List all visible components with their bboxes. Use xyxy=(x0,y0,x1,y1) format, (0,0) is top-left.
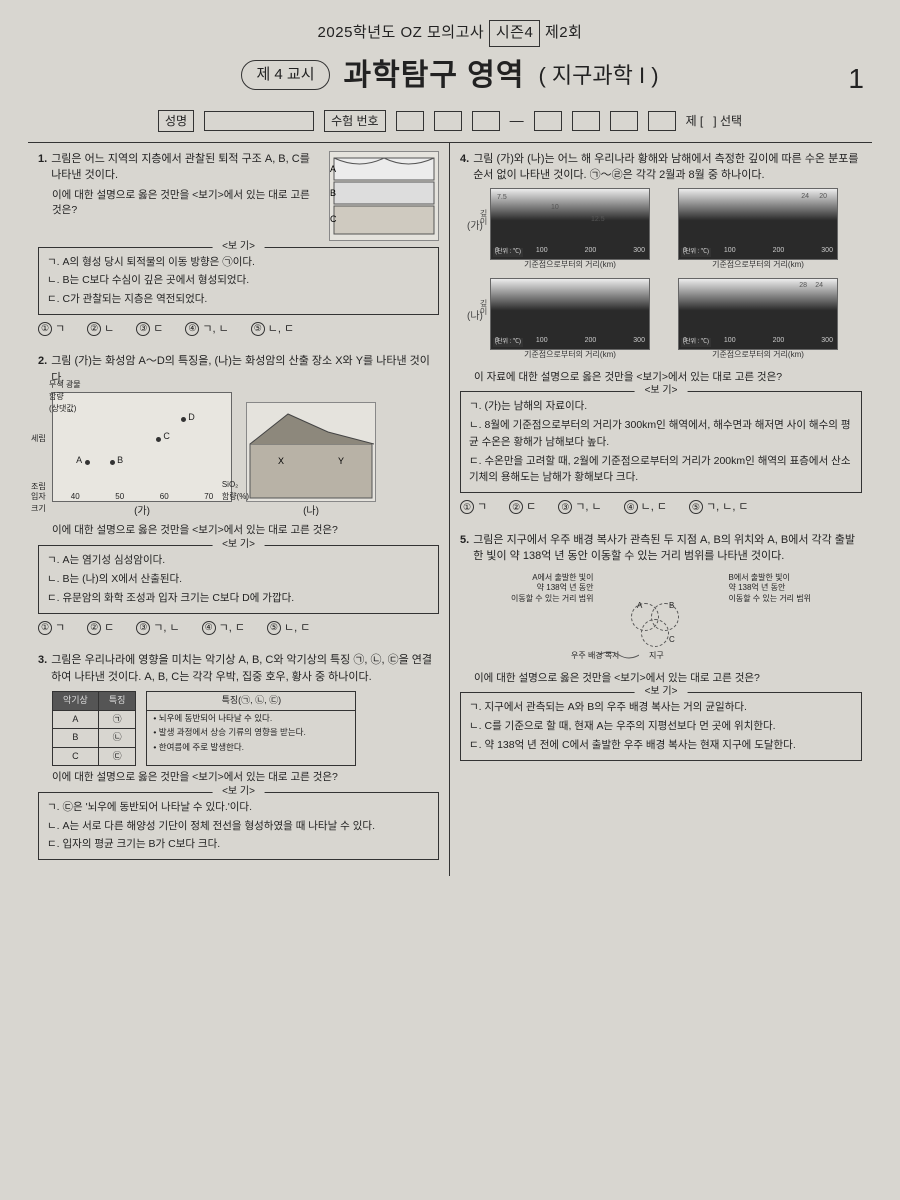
choice[interactable]: ③ㄷ xyxy=(136,321,163,338)
exam-no-box[interactable] xyxy=(572,111,600,131)
choice-row: ①ㄱ ②ㄷ ③ㄱ, ㄴ ④ㄱ, ㄷ ⑤ㄴ, ㄷ xyxy=(38,620,439,637)
select-post: ] 선택 xyxy=(713,112,742,130)
main-title: 과학탐구 영역 xyxy=(344,53,525,98)
bogi-box: <보 기> ㄱ. A의 형성 당시 퇴적물의 이동 방향은 ㉠이다. ㄴ. B는… xyxy=(38,247,439,315)
name-box[interactable] xyxy=(204,111,314,131)
period-box: 제 4 교시 xyxy=(241,60,329,91)
choice-row: ①ㄱ ②ㄷ ③ㄱ, ㄴ ④ㄴ, ㄷ ⑤ㄱ, ㄴ, ㄷ xyxy=(460,499,862,516)
q-stem: 그림은 지구에서 우주 배경 복사가 관측된 두 지점 A, B의 위치와 A,… xyxy=(473,532,862,565)
y-axis-label: 무색 광물 함량 (상댓값) xyxy=(49,379,81,415)
q2-outcrop-figure: XY xyxy=(246,402,376,502)
q-number: 3. xyxy=(38,652,47,685)
name-label: 성명 xyxy=(158,110,194,132)
exam-no-label: 수험 번호 xyxy=(324,110,386,132)
choice[interactable]: ④ㄱ, ㄷ xyxy=(202,620,245,637)
exam-no-box[interactable] xyxy=(648,111,676,131)
svg-text:B: B xyxy=(330,188,336,198)
exam-no-box[interactable] xyxy=(610,111,638,131)
bogi-item: ㄴ. B는 C보다 수심이 깊은 곳에서 형성되었다. xyxy=(47,272,430,289)
bogi-title: <보 기> xyxy=(212,239,265,254)
exam-no-box[interactable] xyxy=(472,111,500,131)
q5-venn-figure: A에서 출발한 빛이 약 138억 년 동안 이동할 수 있는 거리 범위 B에… xyxy=(511,573,811,663)
info-row: 성명 수험 번호 — 제 [ ] 선택 xyxy=(28,110,872,132)
q-stem: 그림은 우리나라에 영향을 미치는 악기상 A, B, C와 악기상의 특징 ㉠… xyxy=(51,652,439,685)
caption-ga: (가) xyxy=(52,504,232,519)
q-number: 2. xyxy=(38,353,47,386)
choice[interactable]: ②ㄷ xyxy=(87,620,114,637)
choice[interactable]: ③ㄱ, ㄴ xyxy=(136,620,179,637)
sub-title: ( 지구과학 I ) xyxy=(538,59,658,92)
left-column: 1. 그림은 어느 지역의 지층에서 관찰된 퇴적 구조 A, B, C를 나타… xyxy=(28,143,450,877)
choice[interactable]: ①ㄱ xyxy=(38,321,65,338)
choice-row: ①ㄱ ②ㄴ ③ㄷ ④ㄱ, ㄴ ⑤ㄴ, ㄷ xyxy=(38,321,439,338)
dash: — xyxy=(510,110,524,131)
q-number: 4. xyxy=(460,151,469,184)
question-3: 3. 그림은 우리나라에 영향을 미치는 악기상 A, B, C와 악기상의 특… xyxy=(38,652,439,860)
choice[interactable]: ⑤ㄴ, ㄷ xyxy=(267,620,310,637)
q-stem: 그림 (가)와 (나)는 어느 해 우리나라 황해와 남해에서 측정한 깊이에 … xyxy=(473,151,862,184)
q3-feature-table: 특징(㉠, ㉡, ㉢) • 뇌우에 동반되어 나타날 수 있다. • 발생 과정… xyxy=(146,691,356,766)
bogi-item: ㄱ. A의 형성 당시 퇴적물의 이동 방향은 ㉠이다. xyxy=(47,254,430,271)
page-number: 1 xyxy=(848,58,864,100)
bogi-box: <보 기> ㄱ. A는 염기성 심성암이다. ㄴ. B는 (나)의 X에서 산출… xyxy=(38,545,439,613)
q-subprompt: 이에 대한 설명으로 옳은 것만을 <보기>에서 있는 대로 고른 것은? xyxy=(52,188,321,220)
choice[interactable]: ③ㄱ, ㄴ xyxy=(558,499,601,516)
columns: 1. 그림은 어느 지역의 지층에서 관찰된 퇴적 구조 A, B, C를 나타… xyxy=(28,142,872,877)
svg-text:A: A xyxy=(330,164,336,174)
exam-year: 2025학년도 OZ 모의고사 xyxy=(318,24,485,41)
choice[interactable]: ④ㄱ, ㄴ xyxy=(185,321,228,338)
caption-na: (나) xyxy=(246,504,376,519)
q4-chart-grid: (가) 깊이 7.5 10 12.5 (단위 : ℃) 0100200300 기… xyxy=(490,188,862,350)
question-1: 1. 그림은 어느 지역의 지층에서 관찰된 퇴적 구조 A, B, C를 나타… xyxy=(38,151,439,338)
q3-connection-table: 악기상특징 A㉠ B㉡ C㉢ xyxy=(52,691,136,766)
choice[interactable]: ⑤ㄴ, ㄷ xyxy=(251,321,294,338)
bogi-box: <보 기> ㄱ. 지구에서 관측되는 A와 B의 우주 배경 복사는 거의 균일… xyxy=(460,692,862,760)
svg-text:C: C xyxy=(330,214,337,224)
choice[interactable]: ②ㄷ xyxy=(509,499,536,516)
question-4: 4. 그림 (가)와 (나)는 어느 해 우리나라 황해와 남해에서 측정한 깊… xyxy=(460,151,862,516)
exam-no-box[interactable] xyxy=(434,111,462,131)
q2-scatter-chart: 무색 광물 함량 (상댓값) 세립 조립 입자 크기 A B C D SiO₂ … xyxy=(52,392,232,502)
question-5: 5. 그림은 지구에서 우주 배경 복사가 관측된 두 지점 A, B의 위치와… xyxy=(460,532,862,761)
season-box: 시즌4 xyxy=(489,20,540,47)
choice[interactable]: ②ㄴ xyxy=(87,321,114,338)
choice[interactable]: ①ㄱ xyxy=(38,620,65,637)
strata-diagram-icon: A B C xyxy=(330,152,438,240)
exam-header: 2025학년도 OZ 모의고사 시즌4 제2회 xyxy=(28,20,872,47)
q4-chart-ga-right: 24 20 (단위 : ℃) 0100200300 기준점으로부터의 거리(km… xyxy=(678,188,838,260)
q4-chart-na-left: (나) 깊이 (단위 : ℃) 0100200300 기준점으로부터의 거리(k… xyxy=(490,278,650,350)
q4-chart-na-right: 28 24 (단위 : ℃) 0100200300 기준점으로부터의 거리(km… xyxy=(678,278,838,350)
exam-no-box[interactable] xyxy=(534,111,562,131)
choice[interactable]: ④ㄴ, ㄷ xyxy=(624,499,667,516)
svg-text:X: X xyxy=(278,456,284,466)
choice[interactable]: ⑤ㄱ, ㄴ, ㄷ xyxy=(689,499,749,516)
bogi-box: <보 기> ㄱ. (가)는 남해의 자료이다. ㄴ. 8월에 기준점으로부터의 … xyxy=(460,391,862,493)
exam-round: 제2회 xyxy=(545,24,582,41)
q-number: 1. xyxy=(38,151,47,184)
bogi-box: <보 기> ㄱ. ㉢은 '뇌우에 동반되어 나타날 수 있다.'이다. ㄴ. A… xyxy=(38,792,439,860)
q-stem: 그림은 어느 지역의 지층에서 관찰된 퇴적 구조 A, B, C를 나타낸 것… xyxy=(51,151,321,184)
bogi-item: ㄷ. C가 관찰되는 지층은 역전되었다. xyxy=(47,291,430,308)
q-stem: 그림 (가)는 화성암 A～D의 특징을, (나)는 화성암의 산출 장소 X와… xyxy=(51,353,439,386)
svg-text:Y: Y xyxy=(338,456,344,466)
question-2: 2. 그림 (가)는 화성암 A～D의 특징을, (나)는 화성암의 산출 장소… xyxy=(38,353,439,636)
exam-title-line: 2025학년도 OZ 모의고사 시즌4 제2회 xyxy=(28,20,872,47)
q1-figure: A B C xyxy=(329,151,439,241)
choice[interactable]: ①ㄱ xyxy=(460,499,487,516)
select-pre: 제 [ xyxy=(686,112,704,130)
q-number: 5. xyxy=(460,532,469,565)
exam-no-box[interactable] xyxy=(396,111,424,131)
right-column: 4. 그림 (가)와 (나)는 어느 해 우리나라 황해와 남해에서 측정한 깊… xyxy=(450,143,872,877)
title-row: 제 4 교시 과학탐구 영역 ( 지구과학 I ) xyxy=(28,53,872,98)
q4-chart-ga-left: (가) 깊이 7.5 10 12.5 (단위 : ℃) 0100200300 기… xyxy=(490,188,650,260)
